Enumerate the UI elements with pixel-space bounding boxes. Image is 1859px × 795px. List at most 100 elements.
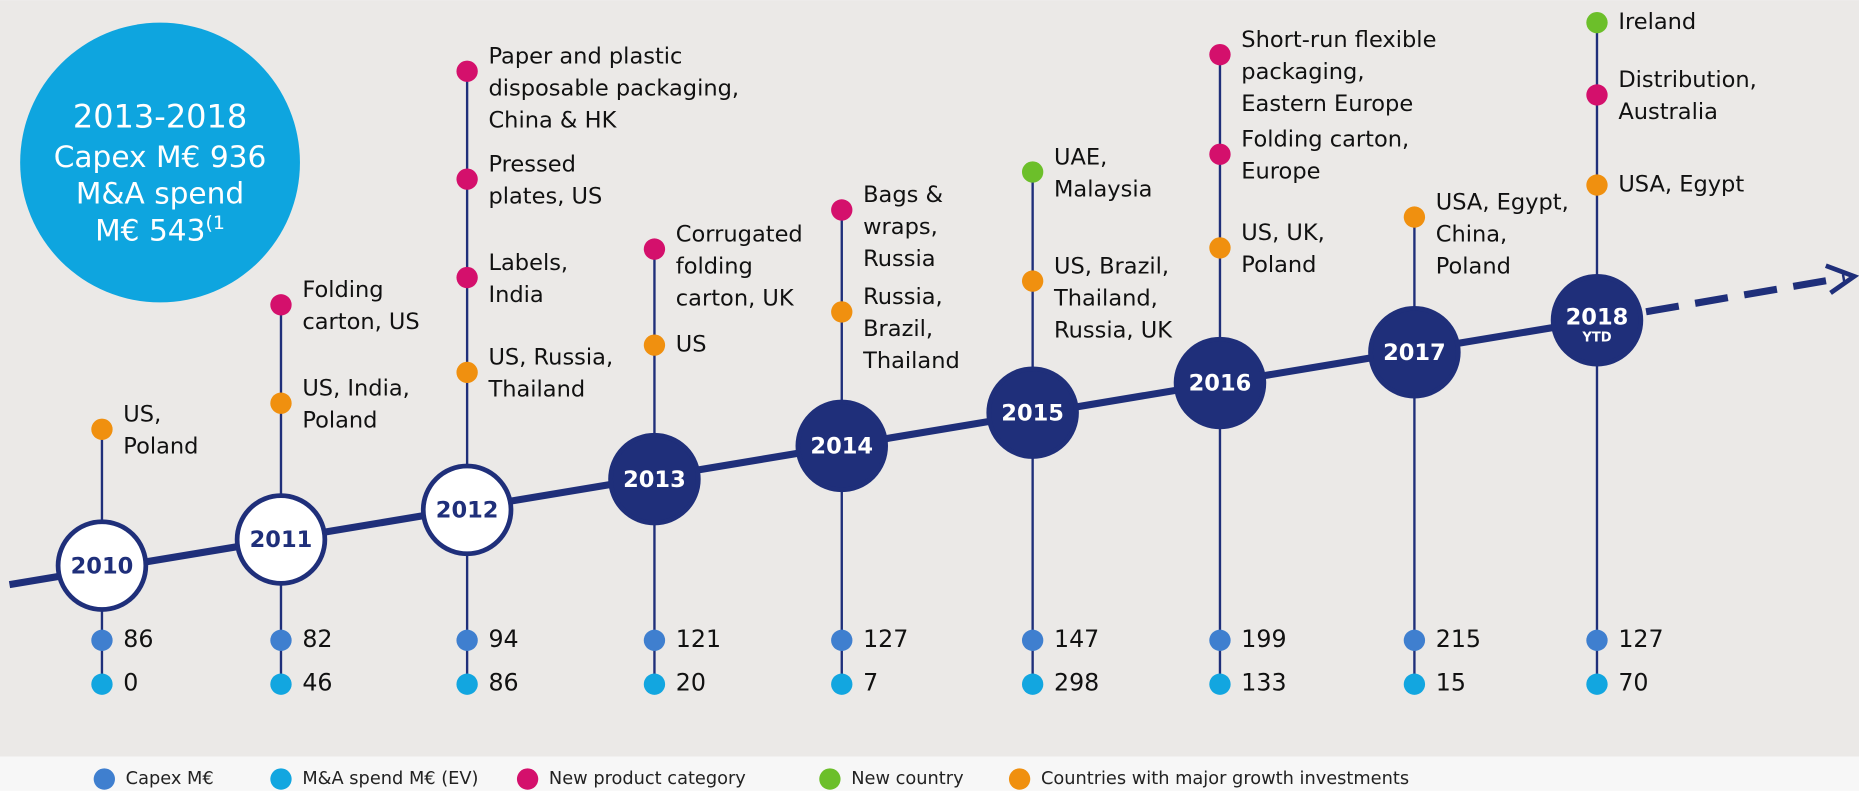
arrow-head [1824, 263, 1859, 295]
capex-dot [1586, 629, 1608, 651]
year-sublabel: YTD [1581, 330, 1611, 345]
event-dot [643, 238, 666, 260]
timeline-future [1596, 274, 1846, 324]
event-text: Labels, [488, 250, 568, 276]
ma-dot [1209, 673, 1231, 695]
year-label: 2010 [71, 553, 134, 579]
legend-dot [93, 768, 116, 790]
event-dot [1403, 206, 1426, 228]
event-text: Thailand, [1053, 285, 1158, 311]
event-dot [831, 301, 853, 323]
event-text: USA, Egypt [1618, 172, 1744, 198]
event-dot [1586, 11, 1608, 34]
event-text: Short-run flexible [1241, 27, 1436, 53]
capex-dot [1403, 629, 1426, 651]
event-dot [1021, 270, 1044, 292]
ma-value: 46 [302, 669, 332, 697]
ma-dot [270, 673, 292, 695]
event-text: Ireland [1618, 9, 1696, 35]
event-text: US [676, 332, 707, 358]
ma-dot [643, 673, 666, 695]
ma-value: 133 [1241, 669, 1286, 697]
event-dot [270, 392, 292, 414]
summary-line: M&A spend [76, 175, 244, 210]
year-label: 2011 [250, 527, 313, 553]
ma-value: 86 [488, 669, 518, 697]
year-circle [608, 432, 701, 526]
event-text: wraps, [863, 214, 938, 240]
ma-value: 15 [1436, 669, 1466, 697]
event-dot [1586, 84, 1608, 106]
event-dot [643, 334, 666, 356]
event-text: Folding [302, 277, 383, 303]
year-label: 2016 [1189, 371, 1252, 397]
capex-dot [831, 629, 853, 651]
event-text: UAE, [1054, 144, 1107, 170]
event-text: Russia, [863, 284, 943, 310]
event-text: US, UK, [1241, 220, 1325, 246]
event-dot [456, 361, 478, 384]
ma-dot [1021, 673, 1044, 695]
summary-line: 2013-2018 [73, 98, 247, 136]
event-text: Europe [1241, 159, 1320, 185]
event-text: Poland [302, 407, 377, 433]
event-text: US, Russia, [488, 345, 613, 371]
event-dot [1209, 237, 1231, 259]
legend-strip [0, 756, 1859, 791]
event-text: Paper and plastic [488, 44, 682, 70]
event-dot [831, 199, 853, 221]
event-text: Bags & [863, 182, 943, 208]
capex-value: 215 [1436, 625, 1481, 653]
event-text: US, Brazil, [1054, 253, 1169, 279]
event-text: Thailand [487, 377, 585, 403]
event-text: Australia [1618, 99, 1718, 125]
event-dot [1021, 161, 1044, 183]
capex-value: 127 [863, 625, 908, 653]
capex-value: 94 [488, 625, 518, 653]
ma-dot [456, 673, 478, 695]
year-label: 2018 [1566, 304, 1629, 330]
capex-value: 199 [1241, 625, 1286, 653]
capex-value: 86 [123, 625, 153, 653]
ma-dot [1403, 673, 1426, 695]
event-text: US, [123, 402, 161, 428]
event-text: Brazil, [863, 316, 933, 342]
event-text: Poland [123, 434, 198, 460]
capex-dot [456, 629, 478, 651]
legend-label: New product category [549, 768, 746, 789]
capex-dot [270, 629, 292, 651]
event-text: Folding carton, [1241, 127, 1409, 153]
year-label: 2013 [623, 467, 686, 493]
ma-dot [831, 673, 853, 695]
capex-value: 147 [1054, 625, 1099, 653]
legend-dot [516, 768, 539, 790]
event-dot [456, 266, 478, 289]
year-label: 2014 [810, 434, 873, 460]
event-dot [1586, 174, 1608, 196]
year-circle [1550, 273, 1644, 367]
capex-dot [1209, 629, 1231, 651]
legend-label: New country [851, 768, 963, 789]
event-text: China & HK [488, 108, 617, 134]
legend-label: M&A spend M€ (EV) [302, 768, 478, 789]
capex-value: 82 [302, 625, 332, 653]
event-text: disposable packaging, [488, 76, 739, 102]
event-text: Thailand [862, 348, 960, 374]
ma-dot [91, 673, 113, 695]
capex-value: 127 [1618, 625, 1663, 653]
event-dot [456, 168, 478, 190]
event-text: Poland [1241, 252, 1316, 278]
event-text: Eastern Europe [1241, 91, 1413, 117]
capex-dot [91, 629, 113, 651]
legend-dot [819, 768, 841, 790]
event-text: Corrugated [676, 221, 803, 247]
ma-value: 298 [1054, 669, 1099, 697]
event-text: India [488, 282, 543, 308]
ma-value: 70 [1618, 669, 1648, 697]
event-text: carton, UK [676, 285, 795, 311]
event-text: Distribution, [1618, 67, 1757, 93]
year-circle [986, 366, 1079, 459]
year-circle [55, 519, 149, 612]
event-dot [1209, 143, 1231, 165]
event-dot [91, 418, 113, 440]
